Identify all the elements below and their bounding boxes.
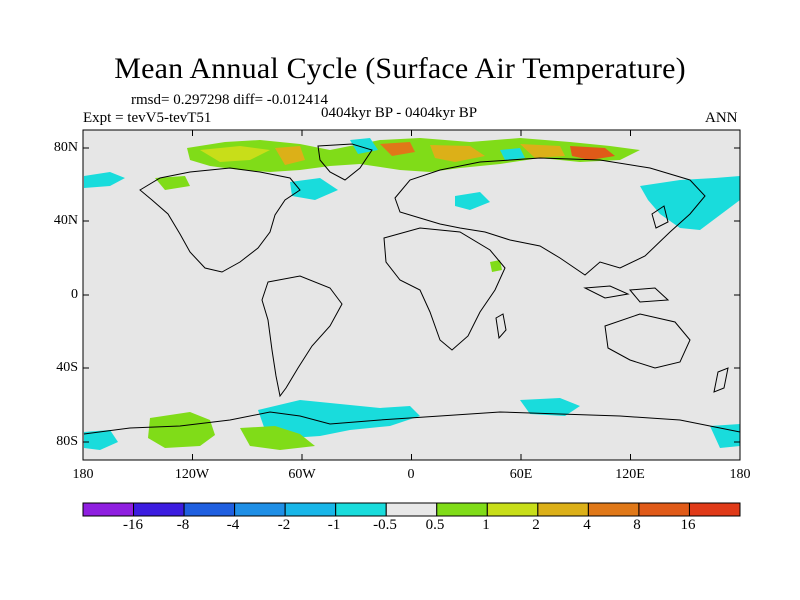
anomaly-patch	[520, 398, 580, 416]
colorbar-box	[638, 502, 690, 517]
map-title: Mean Annual Cycle (Surface Air Temperatu…	[114, 52, 686, 85]
lon-tick-label: 60E	[509, 467, 533, 482]
colorbar-box	[537, 502, 589, 517]
coastlines	[83, 143, 741, 435]
lon-tick-label: 120E	[615, 467, 645, 482]
colorbar-label: -4	[226, 517, 240, 533]
colorbar-label: -16	[123, 517, 143, 533]
colorbar-label: 2	[532, 517, 540, 533]
colorbar-box	[284, 502, 337, 517]
lat-tick-label: 0	[71, 287, 78, 302]
anomaly-patch	[155, 176, 190, 190]
anomaly-patch	[520, 144, 565, 158]
coastline	[495, 313, 507, 340]
colorbar-label: 16	[680, 517, 696, 533]
colorbar-label: -0.5	[373, 517, 397, 533]
colorbar-box	[335, 502, 387, 517]
lon-tick-label: 0	[407, 467, 415, 482]
coastline	[604, 313, 691, 369]
coastline	[139, 167, 301, 273]
colorbar-label: 0.5	[425, 517, 445, 533]
colorbar-box	[385, 502, 438, 517]
season-label: ANN	[705, 110, 738, 126]
anomaly-patches	[84, 138, 740, 450]
anomaly-patch	[148, 412, 215, 448]
axis-ticks	[82, 130, 741, 460]
lat-tick-label: 40S	[56, 360, 78, 375]
anomaly-patch	[490, 260, 502, 272]
colorbar-label: 4	[583, 517, 591, 533]
period-label: 0404kyr BP - 0404kyr BP	[321, 105, 478, 121]
coastline	[394, 157, 706, 276]
anomaly-patch	[570, 146, 615, 160]
colorbar-label: -1	[327, 517, 341, 533]
anomaly-patch	[640, 176, 740, 230]
colorbar-box	[133, 502, 185, 517]
coastline	[261, 275, 343, 398]
anomaly-patch	[200, 146, 270, 162]
colorbar-box	[183, 502, 236, 517]
colorbar-box	[587, 502, 640, 517]
lat-tick-label: 80N	[53, 140, 78, 155]
anomaly-patch	[430, 145, 485, 162]
coastline	[83, 411, 741, 435]
anomaly-patch	[275, 146, 305, 165]
lon-tick-label: 60W	[288, 467, 316, 482]
stats-label: rmsd= 0.297298 diff= -0.012414	[131, 92, 329, 108]
anomaly-patch	[380, 142, 415, 156]
colorbar-box	[82, 502, 135, 517]
colorbar-label: 8	[633, 517, 641, 533]
anomaly-patch	[84, 172, 125, 188]
colorbar-box	[688, 502, 741, 517]
coastline	[713, 367, 729, 393]
anomaly-patch	[84, 430, 118, 450]
coastline	[651, 205, 669, 229]
anomaly-patch	[455, 192, 490, 210]
lat-tick-label: 40N	[53, 213, 78, 228]
lat-tick-label: 80S	[56, 434, 78, 449]
colorbar-label: -2	[277, 517, 291, 533]
coastline	[628, 287, 670, 303]
anomaly-patch	[500, 148, 525, 160]
coastline	[583, 285, 630, 299]
lon-tick-label: 180	[729, 467, 751, 482]
lon-tick-label: 180	[72, 467, 94, 482]
colorbar-box	[436, 502, 488, 517]
colorbar-label: 1	[482, 517, 490, 533]
anomaly-patch	[290, 178, 338, 200]
colorbar-box	[234, 502, 286, 517]
anomaly-patch	[258, 400, 420, 438]
coastline	[383, 227, 506, 351]
experiment-label: Expt = tevV5-tevT51	[83, 110, 212, 126]
lon-tick-label: 120W	[174, 467, 210, 482]
colorbar-box	[486, 502, 539, 517]
colorbar-label: -8	[176, 517, 190, 533]
coastline	[317, 143, 373, 181]
anomaly-patch	[240, 426, 315, 450]
colorbar	[82, 502, 741, 517]
map-plot-area	[83, 130, 740, 460]
